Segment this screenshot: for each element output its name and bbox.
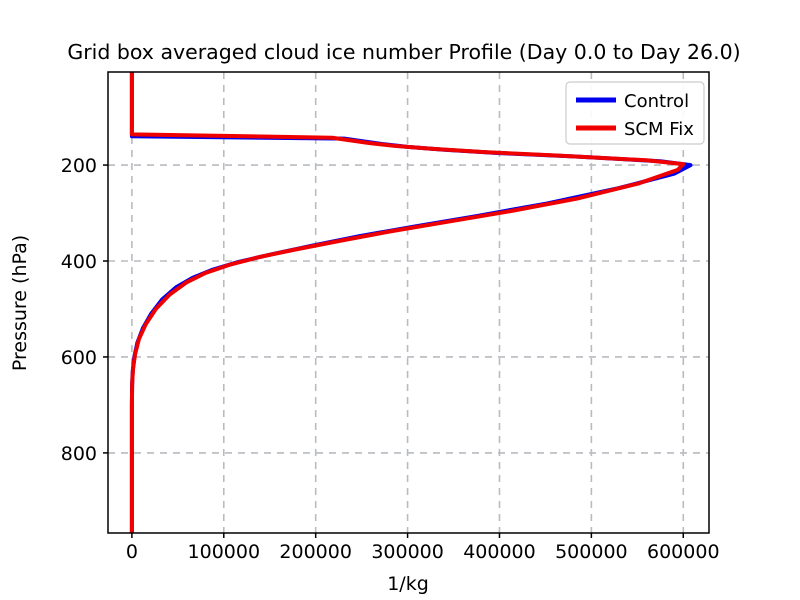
chart-legend[interactable]: Control SCM Fix (565, 81, 705, 145)
x-tick-label: 300000 (371, 541, 444, 563)
legend-entry-control[interactable]: Control (576, 91, 689, 112)
x-axis-ticks: 0 100000 200000 300000 400000 500000 600000 (126, 533, 720, 563)
y-axis-ticks: 200 400 600 800 (61, 155, 108, 465)
x-tick-label: 500000 (555, 541, 628, 563)
chart-title: Grid box averaged cloud ice number Profi… (67, 40, 740, 64)
y-tick-label: 800 (61, 443, 97, 465)
x-axis-label: 1/kg (387, 573, 429, 595)
x-tick-label: 400000 (463, 541, 536, 563)
y-tick-label: 600 (61, 347, 97, 369)
legend-entry-scm-fix[interactable]: SCM Fix (576, 119, 694, 140)
legend-label-scm-fix: SCM Fix (624, 119, 694, 140)
gridlines (108, 72, 709, 533)
x-tick-label: 600000 (647, 541, 720, 563)
y-tick-label: 200 (61, 155, 97, 177)
data-series-layer (129, 72, 693, 533)
axes-spines (107, 71, 710, 534)
x-tick-label: 100000 (188, 541, 261, 563)
plot-frame (107, 71, 710, 534)
x-tick-label: 0 (126, 541, 138, 563)
legend-label-control: Control (624, 91, 689, 112)
y-tick-label: 400 (61, 251, 97, 273)
series-line-scm-fix (129, 72, 686, 533)
x-tick-label: 200000 (279, 541, 352, 563)
y-axis-label: Pressure (hPa) (9, 235, 31, 371)
